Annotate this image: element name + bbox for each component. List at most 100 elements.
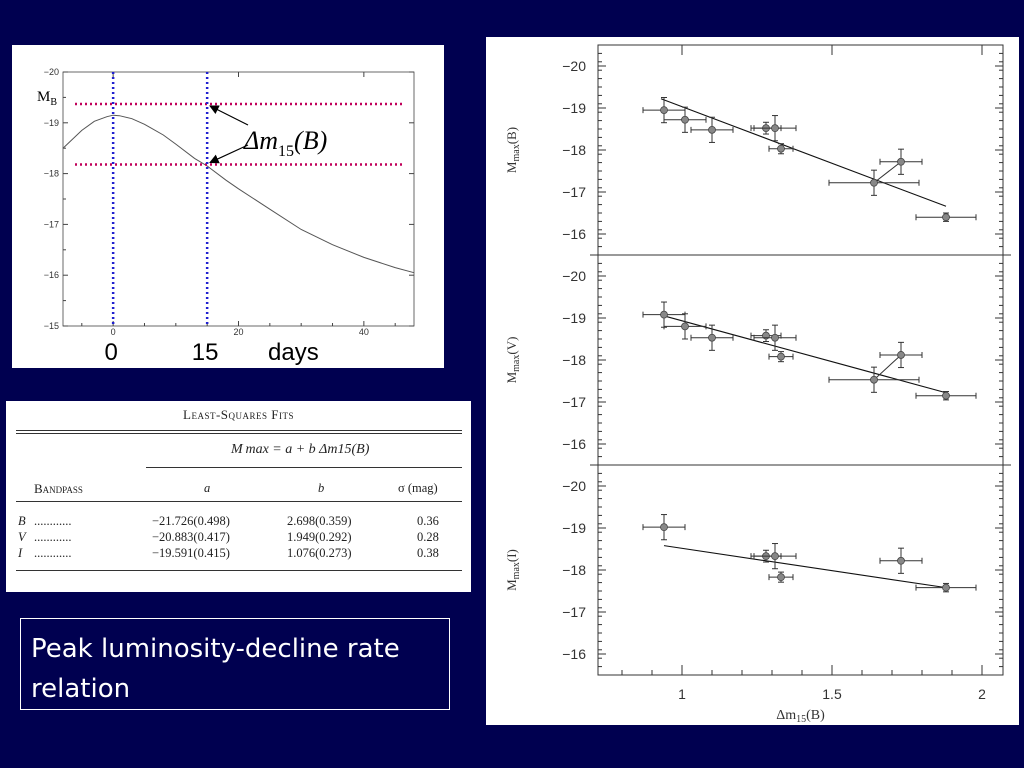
- pair-connector: [873, 161, 902, 184]
- data-marker: [942, 213, 950, 222]
- table-rule: [16, 501, 462, 502]
- row-sigma: 0.28: [417, 530, 439, 544]
- x-tick-label: 0: [111, 327, 116, 337]
- y-tick-label: −16: [562, 646, 586, 662]
- y-axis-label-band: (I): [504, 549, 519, 562]
- y-tick-label: −16: [562, 436, 586, 452]
- data-marker: [942, 391, 950, 400]
- data-marker: [708, 333, 716, 342]
- y-tick-label: −16: [44, 270, 59, 280]
- data-marker: [660, 523, 668, 532]
- light-curve-chart: −20 −19 −18 −17 −16 −15 0 20 40 MB Δm15(B) 0 15 days: [37, 67, 415, 366]
- y-axis-label-0: Mmax(B): [504, 127, 522, 173]
- data-marker: [660, 106, 668, 114]
- big-label-days: days: [268, 339, 319, 366]
- data-point: [663, 313, 707, 340]
- y-tick-label: −18: [562, 142, 586, 158]
- y-tick-label: −15: [44, 321, 59, 331]
- y-tick-label: −16: [562, 226, 586, 242]
- y-axis-label-2: Mmax(I): [504, 549, 522, 591]
- data-marker: [777, 352, 785, 361]
- data-marker: [897, 351, 905, 359]
- big-label-15: 15: [192, 339, 219, 366]
- delta-m15-sub: 15: [278, 143, 294, 160]
- y-tick-label: −19: [44, 118, 59, 128]
- y-axis-label-1: Mmax(V): [504, 337, 522, 384]
- data-point: [690, 116, 734, 143]
- y-axis-label-sub: max: [511, 144, 522, 161]
- caption-box: Peak luminosity-decline rate relation: [20, 618, 450, 710]
- header-sigma: σ (mag): [398, 481, 438, 495]
- data-point: [768, 351, 794, 363]
- y-axis-label-sub: max: [511, 562, 522, 579]
- data-point: [663, 106, 707, 133]
- y-tick-label: −17: [562, 394, 586, 410]
- mb-label-sub: B: [50, 97, 57, 108]
- table-formula: M max = a + b Δm15(B): [231, 442, 370, 457]
- x-tick-label: 40: [359, 327, 369, 337]
- pair-connector: [873, 354, 902, 381]
- y-tick-label: −20: [562, 58, 586, 74]
- data-marker: [660, 310, 668, 319]
- light-curve-panel: −20 −19 −18 −17 −16 −15 0 20 40 MB Δm15(B) 0 15 days: [12, 45, 444, 368]
- data-point: [828, 169, 920, 196]
- y-axis-label-band: (V): [504, 337, 519, 355]
- decline-rate-scatter-chart: −20 −19 −18 −17 −16 Mmax(B) −20 −19 −18 −17 −16 Mma…: [504, 44, 1011, 725]
- row-dots: ............: [34, 530, 72, 544]
- data-point: [753, 324, 797, 351]
- x-tick-label: 20: [233, 327, 243, 337]
- y-tick-label: −20: [44, 67, 59, 77]
- data-marker: [777, 573, 785, 582]
- y-tick-label: −17: [562, 184, 586, 200]
- table-rule: [16, 570, 462, 571]
- data-point: [690, 324, 734, 351]
- data-point: [768, 143, 794, 155]
- row-sigma: 0.36: [417, 514, 439, 528]
- data-point: [768, 571, 794, 583]
- row-band: B: [18, 514, 26, 528]
- scatter-panel: −20 −19 −18 −17 −16 Mmax(B) −20 −19 −18 −17 −16 Mma…: [486, 37, 1019, 725]
- x-axis-label-band: (B): [806, 708, 825, 723]
- data-point: [915, 391, 977, 401]
- row-b: 2.698(0.359): [287, 514, 352, 528]
- fit-line: [663, 545, 947, 589]
- light-curve-line: [62, 114, 415, 274]
- row-b: 1.076(0.273): [287, 546, 352, 560]
- y-tick-label: −20: [562, 268, 586, 284]
- row-sigma: 0.38: [417, 546, 439, 560]
- data-marker: [771, 552, 779, 561]
- row-band: I: [18, 546, 23, 560]
- delta-m15-paren: (B): [294, 126, 327, 155]
- least-squares-table: Least-Squares Fits M max = a + b Δm15(B)…: [6, 401, 471, 592]
- data-point: [753, 543, 797, 570]
- row-a: −19.591(0.415): [152, 546, 230, 560]
- row-b: 1.949(0.292): [287, 530, 352, 544]
- mb-label: MB: [37, 89, 57, 108]
- y-tick-label: −20: [562, 478, 586, 494]
- data-marker: [897, 157, 905, 166]
- header-bandpass: Bandpass: [34, 481, 83, 496]
- data-marker: [681, 322, 689, 331]
- data-point: [828, 366, 920, 393]
- header-b: b: [318, 481, 325, 495]
- x-axis-label: Δm15(B): [776, 708, 825, 725]
- row-dots: ............: [34, 514, 72, 528]
- header-a: a: [204, 481, 211, 495]
- y-tick-label: −19: [562, 520, 586, 536]
- row-band: V: [18, 530, 26, 544]
- dm-arrow-up: [209, 105, 249, 126]
- row-dots: ............: [34, 546, 72, 560]
- data-marker: [708, 125, 716, 134]
- fit-line: [660, 98, 947, 207]
- y-tick-label: −18: [562, 562, 586, 578]
- plot-frame: [62, 71, 415, 327]
- y-tick-label: −17: [562, 604, 586, 620]
- data-marker: [771, 333, 779, 342]
- data-point: [879, 341, 923, 369]
- y-tick-label: −18: [562, 352, 586, 368]
- data-marker: [777, 144, 785, 153]
- data-marker: [681, 115, 689, 124]
- y-tick-label: −19: [562, 100, 586, 116]
- data-marker: [870, 375, 878, 384]
- data-point: [753, 115, 797, 142]
